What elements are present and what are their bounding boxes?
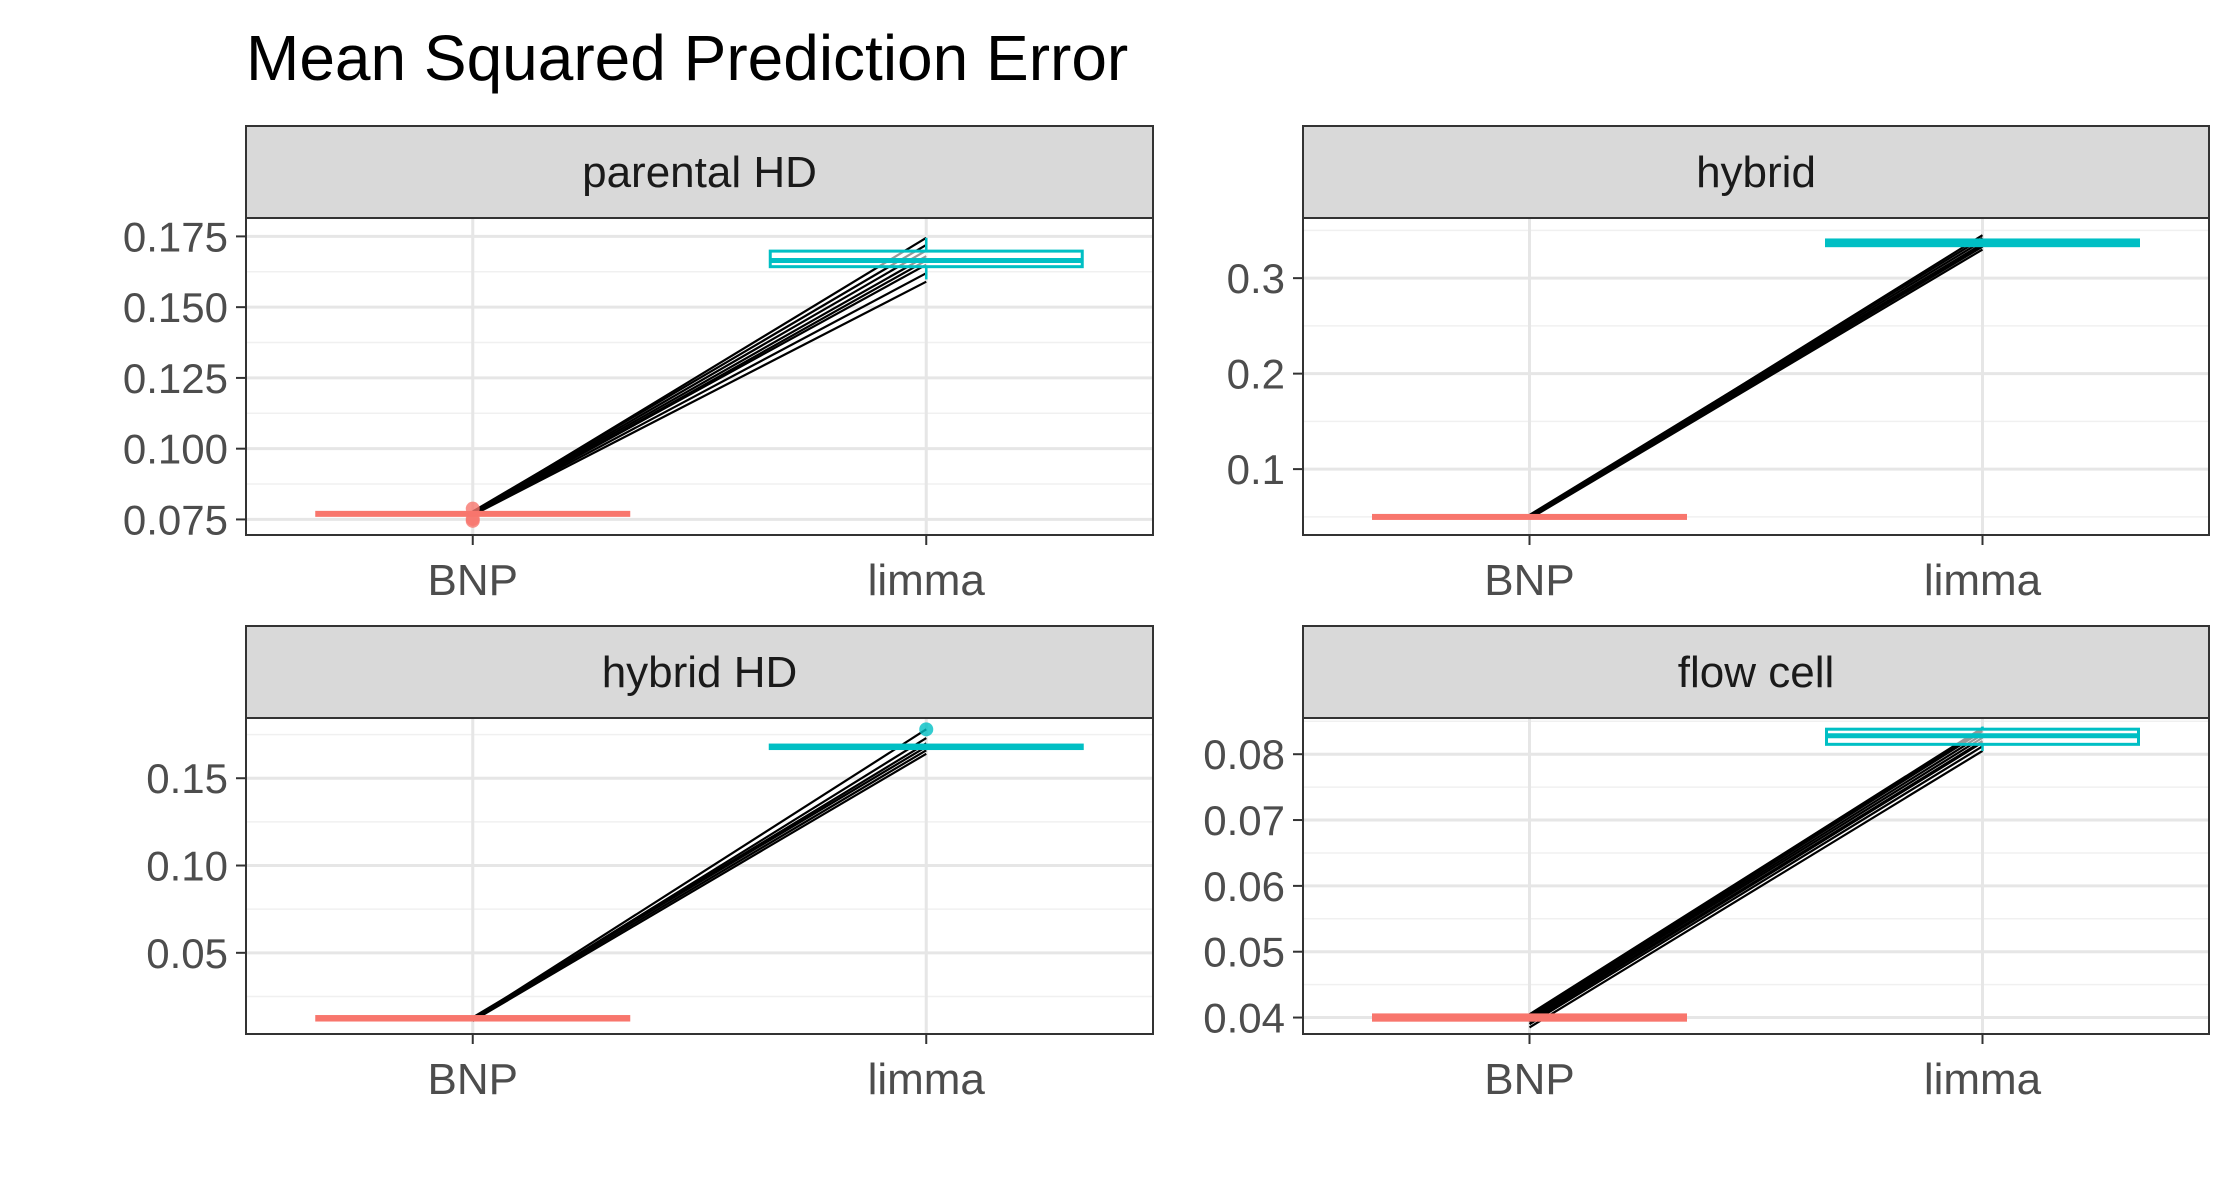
pair-line — [472, 737, 927, 1021]
pair-line — [1528, 243, 1984, 518]
facet-label: parental HD — [582, 148, 817, 197]
y-tick-label: 0.08 — [1203, 731, 1285, 778]
x-tick-label: limma — [868, 556, 986, 605]
y-tick-label: 0.10 — [146, 843, 228, 890]
pair-line — [472, 752, 927, 1022]
x-tick-label: limma — [1924, 1055, 2042, 1104]
x-tick-label: BNP — [428, 556, 518, 605]
y-tick-label: 0.07 — [1203, 797, 1285, 844]
facet-label: hybrid — [1696, 148, 1816, 197]
pair-line — [1528, 745, 1984, 1026]
x-tick-label: BNP — [1484, 1055, 1574, 1104]
pair-line — [1528, 749, 1984, 1029]
y-tick-label: 0.05 — [146, 930, 228, 977]
x-tick-label: BNP — [428, 1055, 518, 1104]
facet-strip — [245, 125, 1154, 219]
pair-line — [1528, 726, 1984, 1016]
outlier-point — [919, 722, 934, 737]
pair-line — [1528, 741, 1984, 1024]
facet-label: flow cell — [1678, 648, 1835, 697]
pair-line — [1528, 736, 1984, 1020]
facet-strip — [1302, 625, 2210, 719]
pair-line — [472, 236, 927, 514]
pair-line — [472, 728, 927, 1020]
panel-border — [245, 217, 1154, 536]
x-tick-label: limma — [868, 1055, 986, 1104]
outlier-point — [465, 501, 480, 516]
y-tick-label: 0.075 — [123, 496, 228, 543]
pair-line — [1528, 740, 1984, 1022]
panel-border — [245, 717, 1154, 1035]
y-tick-label: 0.150 — [123, 284, 228, 331]
y-tick-label: 0.2 — [1227, 351, 1285, 398]
y-tick-label: 0.06 — [1203, 863, 1285, 910]
pair-line — [472, 249, 927, 514]
outlier-point — [465, 511, 480, 526]
facet-label: hybrid HD — [602, 648, 798, 697]
pair-line — [472, 272, 927, 516]
pair-line — [1528, 728, 1984, 1018]
pair-line — [472, 280, 927, 517]
chart-title: Mean Squared Prediction Error — [246, 22, 1128, 94]
x-tick-label: BNP — [1484, 556, 1574, 605]
y-tick-label: 0.3 — [1227, 255, 1285, 302]
pair-line — [472, 259, 927, 516]
panel-border — [1302, 717, 2210, 1035]
panel-border — [1302, 217, 2210, 536]
y-tick-label: 0.15 — [146, 755, 228, 802]
y-tick-label: 0.125 — [123, 355, 228, 402]
pair-line — [1528, 733, 1984, 1019]
y-tick-label: 0.05 — [1203, 929, 1285, 976]
pair-line — [472, 255, 927, 515]
y-tick-label: 0.175 — [123, 213, 228, 260]
y-tick-label: 0.100 — [123, 426, 228, 473]
y-tick-label: 0.1 — [1227, 446, 1285, 493]
facet-strip — [1302, 125, 2210, 219]
x-tick-label: limma — [1924, 556, 2042, 605]
y-tick-label: 0.04 — [1203, 995, 1285, 1042]
panel-background — [246, 718, 1153, 1034]
pair-line — [472, 749, 927, 1021]
